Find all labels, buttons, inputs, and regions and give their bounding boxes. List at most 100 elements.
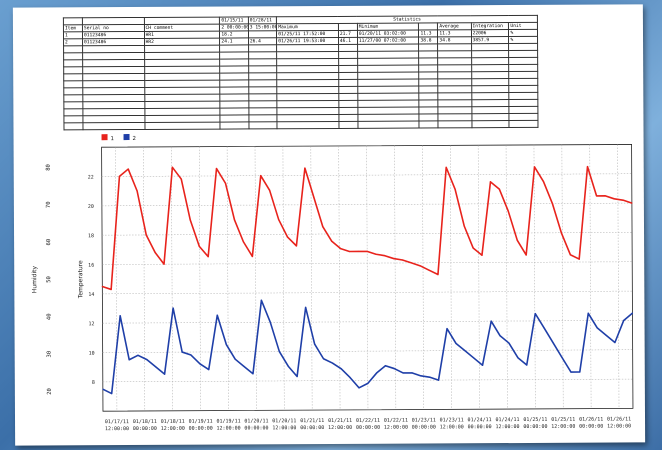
grid-line-v	[171, 146, 173, 411]
data-point	[393, 367, 395, 370]
data-point	[437, 273, 439, 276]
data-point	[234, 358, 236, 360]
data-point	[384, 365, 387, 367]
legend-swatch	[123, 134, 130, 141]
data-point	[455, 342, 457, 344]
x-tick-label: 00:00:00	[523, 424, 547, 430]
data-point	[560, 232, 562, 234]
y-outer-tick-label: 20	[47, 388, 53, 395]
x-tick-label: 01/26/11	[579, 417, 603, 423]
data-point	[215, 167, 218, 170]
data-point	[295, 245, 298, 247]
data-point	[569, 254, 571, 256]
x-tick-label: 12:00:00	[607, 423, 631, 429]
data-point	[367, 382, 369, 384]
data-point	[543, 327, 545, 329]
grid-line-v	[505, 145, 508, 410]
data-point	[420, 375, 422, 377]
data-point	[542, 180, 545, 183]
x-tick-label: 00:00:00	[189, 426, 213, 432]
data-point	[314, 343, 316, 345]
data-point	[136, 190, 138, 192]
grid-line-v	[282, 146, 285, 411]
data-point	[401, 259, 404, 261]
data-point	[517, 357, 519, 359]
x-tick-label: 00:00:00	[579, 424, 603, 430]
grid-line-v	[533, 144, 536, 409]
y-outer-tick-label: 40	[46, 313, 52, 320]
x-tick-label: 00:00:00	[300, 425, 324, 431]
x-tick-label: 12:00:00	[161, 426, 185, 432]
data-point	[171, 166, 173, 168]
x-tick-label: 00:00:00	[133, 426, 157, 432]
x-tick-label: 12:00:00	[328, 425, 352, 431]
data-point	[313, 196, 315, 199]
y-inner-tick-label: 10	[89, 351, 95, 357]
x-tick-label: 01/19/11	[216, 418, 240, 424]
grid-line-h	[101, 202, 632, 207]
data-point	[199, 363, 201, 365]
grid-line-v	[143, 146, 146, 411]
grid-line-v	[310, 146, 313, 411]
data-point	[207, 256, 209, 258]
data-point	[340, 368, 342, 370]
data-point	[287, 365, 289, 367]
grid-line-v	[115, 147, 118, 412]
data-point	[437, 379, 440, 381]
data-point	[411, 372, 413, 374]
data-point	[118, 175, 121, 178]
grid-line-v	[226, 146, 229, 411]
data-point	[189, 219, 191, 221]
y-outer-tick-label: 30	[47, 351, 53, 358]
y-inner-axis-label: Temperature	[77, 260, 84, 299]
data-point	[340, 248, 342, 250]
line-chart: 01/17/1112:00:0001/18/1100:00:0001/18/11…	[31, 134, 634, 432]
data-point	[384, 255, 386, 257]
y-inner-tick-label: 16	[88, 263, 94, 269]
data-point	[181, 351, 183, 353]
data-point	[260, 175, 262, 177]
data-point	[481, 364, 484, 366]
data-point	[402, 372, 404, 374]
x-tick-label: 01/23/11	[440, 417, 464, 423]
data-point	[102, 388, 104, 390]
data-point	[561, 356, 563, 359]
data-point	[331, 240, 333, 242]
data-point	[604, 195, 606, 197]
x-tick-label: 12:00:00	[217, 425, 241, 431]
data-point	[322, 358, 325, 360]
x-tick-label: 01/18/11	[161, 419, 185, 425]
data-point	[278, 350, 280, 353]
grid-line-h	[102, 261, 633, 265]
data-point	[526, 364, 528, 366]
data-point	[190, 354, 192, 356]
data-point	[489, 181, 492, 183]
data-point	[233, 219, 236, 221]
x-tick-label: 01/26/11	[607, 416, 631, 422]
x-tick-label: 01/17/11	[105, 419, 129, 425]
data-point	[533, 166, 536, 168]
grid-line-h	[102, 232, 633, 236]
x-tick-label: 00:00:00	[412, 424, 436, 430]
grid-line-v	[254, 146, 257, 411]
grid-line-v	[198, 146, 201, 411]
data-point	[578, 258, 580, 260]
data-point	[586, 166, 589, 168]
data-point	[393, 257, 395, 260]
data-point	[137, 354, 139, 356]
data-point	[224, 182, 227, 184]
data-point	[119, 315, 121, 317]
data-point	[595, 195, 598, 197]
data-point	[428, 269, 430, 271]
grid-line-h	[102, 378, 633, 383]
data-point	[446, 328, 448, 330]
data-point	[296, 375, 298, 378]
y-outer-tick-label: 80	[46, 164, 52, 171]
data-point	[525, 254, 527, 256]
data-point	[587, 312, 589, 314]
x-tick-label: 12:00:00	[272, 425, 296, 431]
data-point	[216, 314, 218, 316]
data-point	[623, 319, 625, 322]
data-point	[357, 250, 359, 253]
data-point	[463, 225, 465, 227]
